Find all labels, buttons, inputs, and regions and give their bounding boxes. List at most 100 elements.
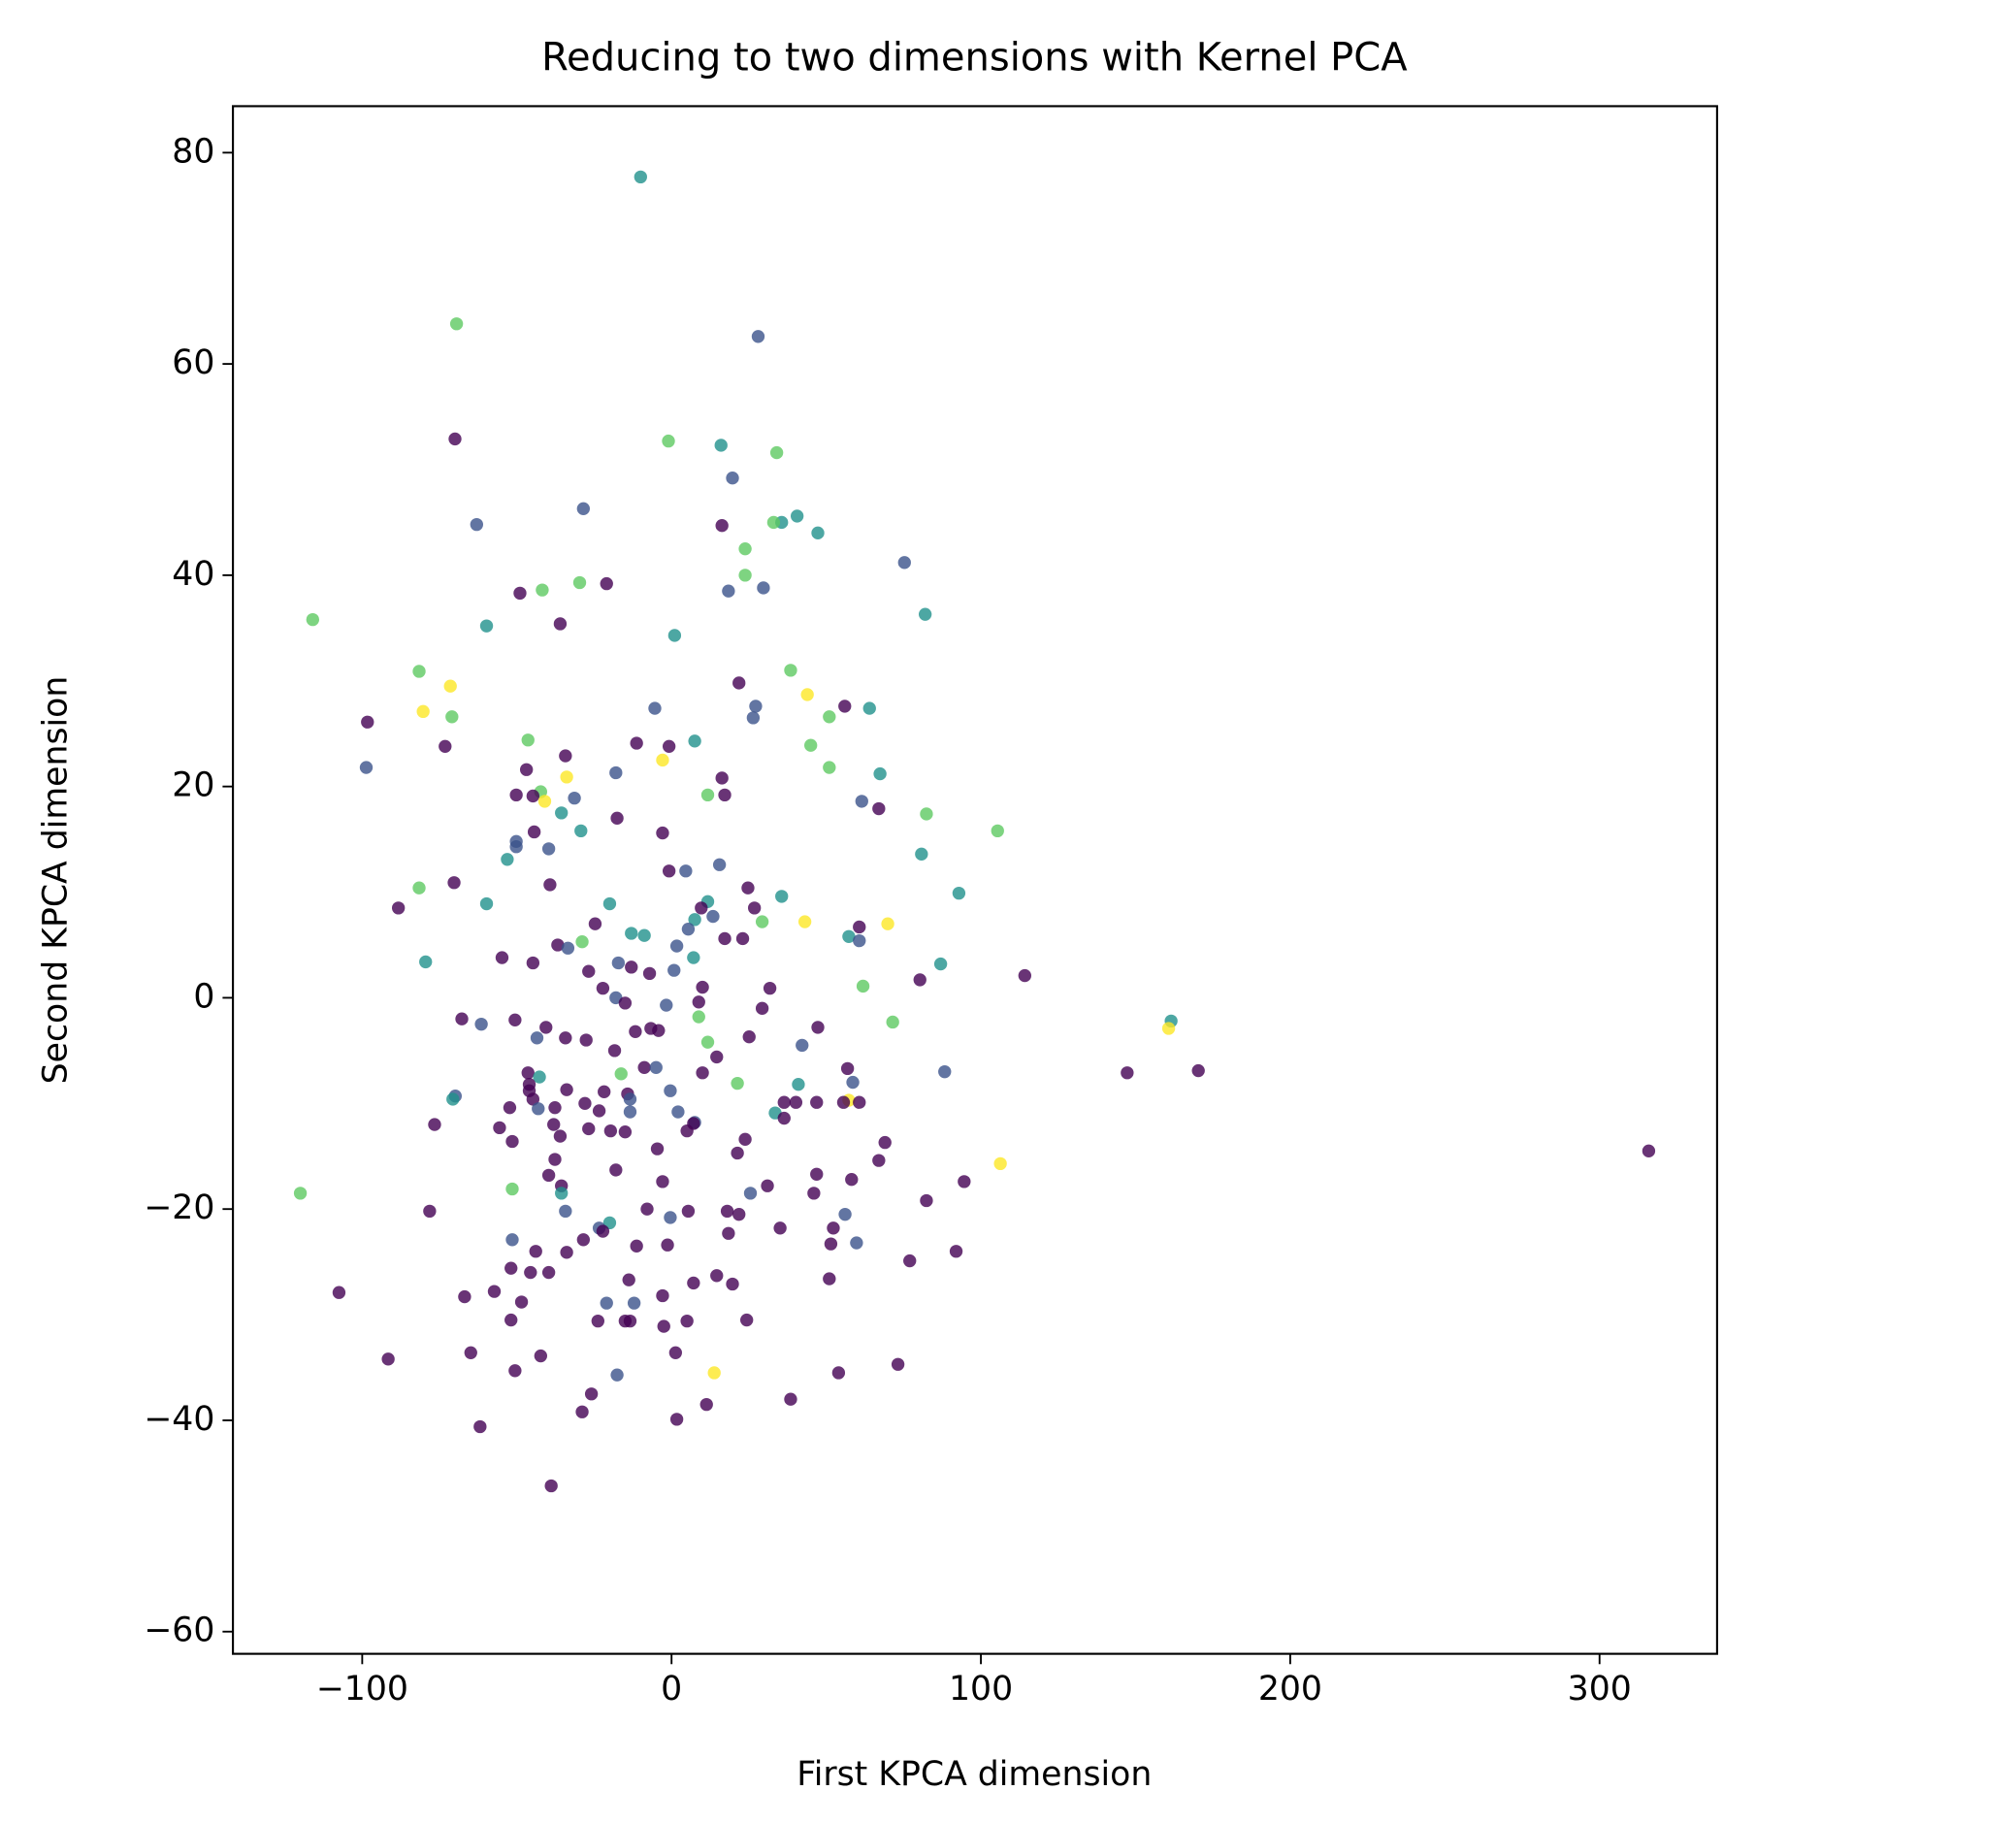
point	[559, 749, 572, 763]
point	[519, 763, 534, 776]
point	[660, 998, 673, 1012]
point	[423, 1204, 437, 1219]
point	[804, 738, 818, 752]
point	[777, 1111, 791, 1125]
point	[681, 922, 696, 936]
point	[831, 1366, 846, 1380]
point	[710, 1269, 724, 1283]
point	[662, 739, 676, 753]
point	[680, 1314, 694, 1328]
point	[722, 584, 735, 598]
y-tick-label: −60	[144, 1611, 214, 1650]
y-tick-label: −20	[144, 1188, 214, 1227]
point	[777, 1095, 791, 1109]
point	[534, 1349, 547, 1363]
point	[588, 917, 602, 930]
point	[501, 853, 514, 866]
point	[618, 996, 633, 1010]
point	[473, 1419, 487, 1434]
point	[796, 1038, 809, 1053]
x-tick-label: −100	[316, 1670, 408, 1709]
x-axis-label: First KPCA dimension	[797, 1755, 1152, 1794]
point	[509, 788, 523, 802]
point	[656, 1288, 669, 1303]
point	[712, 858, 727, 871]
point	[710, 1050, 724, 1064]
point	[553, 617, 568, 631]
point	[763, 981, 777, 995]
point	[464, 1346, 477, 1359]
x-tick-label: 0	[661, 1670, 682, 1709]
point	[1191, 1063, 1205, 1078]
point	[611, 956, 626, 970]
point	[840, 1061, 855, 1076]
point	[652, 1024, 666, 1037]
point	[610, 1368, 624, 1382]
point	[769, 445, 784, 460]
point	[487, 1285, 502, 1298]
point	[842, 929, 856, 943]
point	[578, 1096, 592, 1110]
point	[479, 619, 494, 633]
point	[938, 1064, 952, 1079]
point	[505, 1233, 519, 1247]
point	[740, 1313, 754, 1327]
point	[568, 791, 581, 805]
point	[541, 1265, 556, 1280]
point	[720, 1204, 734, 1219]
point	[838, 1207, 852, 1221]
point	[656, 1175, 669, 1188]
point	[416, 704, 430, 719]
point	[915, 847, 928, 862]
point	[913, 973, 927, 987]
point	[513, 586, 527, 601]
point	[526, 1092, 540, 1106]
point	[649, 1060, 663, 1074]
point	[823, 710, 836, 724]
point	[596, 1224, 610, 1238]
point	[664, 1084, 677, 1097]
point	[439, 739, 452, 753]
point	[696, 980, 709, 994]
point	[715, 771, 729, 785]
point	[445, 710, 459, 724]
y-tick-label: 80	[172, 132, 214, 171]
point	[792, 1078, 805, 1091]
point	[827, 1221, 840, 1235]
point	[332, 1286, 346, 1299]
point	[576, 1233, 590, 1247]
point	[560, 1246, 573, 1259]
point	[845, 1173, 859, 1187]
point	[846, 1075, 860, 1090]
point	[873, 766, 887, 781]
point	[555, 1187, 569, 1200]
point	[474, 1017, 488, 1031]
point	[722, 1226, 735, 1240]
point	[886, 1015, 899, 1029]
point	[614, 1067, 628, 1081]
point	[773, 1221, 787, 1235]
point	[810, 1167, 824, 1181]
point	[509, 840, 523, 854]
point	[521, 733, 535, 747]
point	[547, 1118, 561, 1131]
point	[918, 607, 932, 621]
point	[751, 330, 765, 343]
point	[1018, 968, 1031, 983]
point	[551, 938, 565, 952]
point	[526, 956, 540, 970]
point	[731, 1146, 744, 1160]
x-tick-label: 100	[949, 1670, 1013, 1709]
point	[391, 901, 406, 915]
point	[504, 1261, 518, 1275]
point	[592, 1104, 606, 1118]
point	[991, 824, 1004, 838]
point	[657, 1319, 670, 1333]
point	[696, 1066, 709, 1080]
point	[933, 957, 948, 971]
point	[669, 939, 684, 953]
point	[726, 472, 739, 485]
point	[669, 1413, 684, 1426]
point	[811, 1021, 825, 1034]
point	[419, 955, 433, 969]
